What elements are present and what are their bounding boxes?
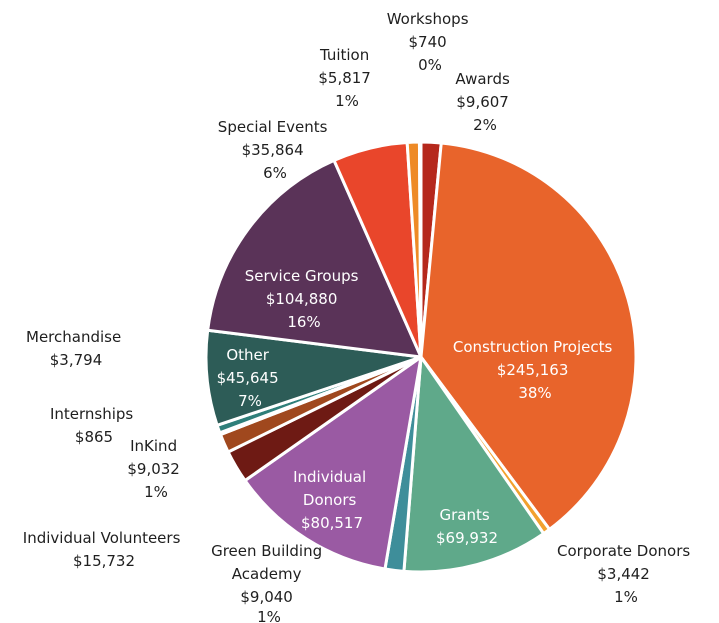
label-green-building-academy: Green Building Academy $9,040 1%: [211, 542, 327, 623]
label-workshops: Workshops $740 0%: [387, 10, 474, 74]
label-internships: Internships $865: [50, 405, 138, 446]
label-tuition: Tuition $5,817 1%: [318, 46, 375, 110]
label-special-events: Special Events $35,864 6%: [218, 118, 332, 182]
label-construction-projects: Construction Projects $245,163 38%: [453, 338, 617, 402]
pie-slices: [204, 140, 638, 574]
label-merchandise: Merchandise $3,794: [26, 328, 126, 369]
label-individual-volunteers: Individual Volunteers $15,732: [23, 529, 185, 570]
slice-construction-projects: [419, 141, 638, 531]
label-corporate-donors: Corporate Donors $3,442 1%: [557, 542, 695, 606]
slice-individual-donors: [243, 355, 423, 571]
slice-grants: [402, 355, 546, 574]
slice-service-groups: [206, 158, 423, 359]
label-grants: Grants $69,932: [436, 506, 498, 547]
slice-workshops: [417, 140, 423, 359]
label-service-groups: Service Groups $104,880 16%: [245, 267, 363, 331]
label-inkind: InKind $9,032 1%: [127, 437, 184, 501]
label-individual-donors: Individual Donors $80,517: [293, 468, 371, 532]
label-awards: Awards $9,607 2%: [455, 70, 514, 134]
label-other: Other $45,645 7%: [217, 346, 284, 410]
